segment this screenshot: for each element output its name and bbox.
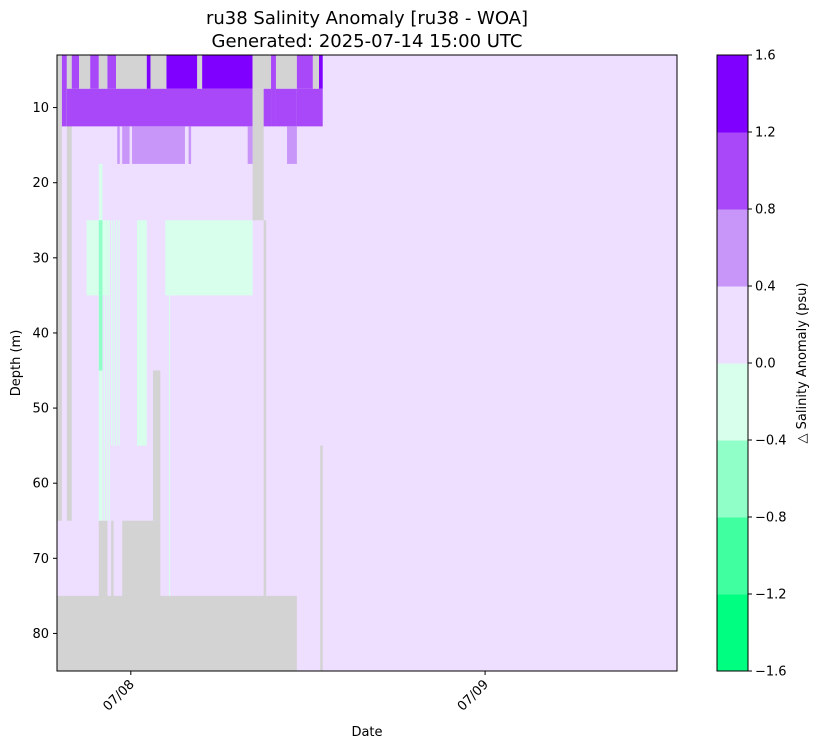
heatmap-cell <box>275 55 297 89</box>
heatmap-cell <box>107 55 117 89</box>
chart-title: ru38 Salinity Anomaly [ru38 - WOA] <box>206 8 528 29</box>
heatmap-cell <box>132 126 185 164</box>
heatmap-cell <box>275 88 297 127</box>
heatmap-cell <box>252 55 272 89</box>
y-tick-label: 30 <box>32 251 49 266</box>
heatmap-cell <box>202 55 253 89</box>
heatmap-cell <box>103 295 105 521</box>
heatmap-cell <box>118 220 120 446</box>
heatmap-cell <box>98 220 103 371</box>
colorbar-tick-label: −1.6 <box>755 665 787 680</box>
heatmap-cell <box>61 55 67 127</box>
x-axis-label: Date <box>351 725 382 740</box>
heatmap-cell <box>79 55 91 89</box>
heatmap-cell <box>66 88 253 127</box>
y-tick-label: 20 <box>32 176 49 191</box>
x-tick-label: 07/08 <box>101 677 138 714</box>
plot-frame <box>56 54 678 672</box>
colorbar-segment <box>717 55 748 133</box>
y-tick-label: 10 <box>32 101 49 116</box>
heatmap-cell <box>296 88 323 127</box>
heatmap-cell <box>312 55 320 89</box>
heatmap-cell <box>98 55 108 89</box>
heatmap-cell <box>152 370 161 521</box>
colorbar-tick-label: 1.6 <box>755 49 776 64</box>
heatmap-cell <box>57 55 62 521</box>
colorbar-tick-label: 1.2 <box>755 126 776 141</box>
heatmap-cell <box>108 220 110 521</box>
y-axis-ticks: 10 20 30 40 50 60 70 80 <box>32 101 57 642</box>
colorbar-segment <box>717 209 748 287</box>
y-tick-label: 60 <box>32 477 49 492</box>
colorbar-tick-label: 0.4 <box>755 280 776 295</box>
heatmap-cell <box>296 55 313 89</box>
colorbar-tick-label: −1.2 <box>755 588 787 603</box>
colorbar-segment <box>717 517 748 595</box>
colorbar-label: △ Salinity Anomaly (psu) <box>795 283 810 444</box>
heatmap-cell <box>188 126 192 164</box>
colorbar-segment <box>717 363 748 441</box>
colorbar-tick-label: −0.4 <box>755 434 787 449</box>
heatmap-cell <box>66 55 72 521</box>
heatmap-cell <box>111 220 113 446</box>
chart-subtitle: Generated: 2025-07-14 15:00 UTC <box>212 31 523 52</box>
colorbar-ticks: 1.6 1.2 0.8 0.4 0.0 −0.4 −0.8 −1.2 −1.6 <box>748 49 787 680</box>
heatmap-cell <box>263 220 267 596</box>
heatmap-cell <box>90 55 99 89</box>
heatmap-cell <box>287 126 297 164</box>
heatmap-cell <box>102 220 109 296</box>
heatmap-cell <box>247 126 253 164</box>
colorbar-tick-label: 0.8 <box>755 203 776 218</box>
heatmap-cell <box>136 220 147 446</box>
heatmap-cell <box>116 55 147 89</box>
heatmap-cell <box>319 55 323 89</box>
heatmap-cell <box>150 55 167 89</box>
colorbar-segment <box>717 594 748 672</box>
heatmap-cell <box>166 55 198 89</box>
heatmap-cell <box>168 295 171 596</box>
y-tick-label: 40 <box>32 326 49 341</box>
heatmap-cell <box>57 595 297 671</box>
heatmap-cell <box>122 126 130 164</box>
x-axis-ticks: 07/08 07/09 <box>101 671 492 714</box>
colorbar-segment <box>717 132 748 210</box>
heatmap-cell <box>86 220 99 296</box>
heatmap-cell <box>106 295 108 521</box>
x-tick-label: 07/09 <box>455 677 492 714</box>
heatmap-cell <box>197 55 203 89</box>
heatmap-cell <box>252 88 264 221</box>
heatmap-cell <box>117 126 120 164</box>
heatmap-cell <box>146 55 151 89</box>
heatmap-cell <box>71 55 80 89</box>
y-axis-label: Depth (m) <box>9 330 24 397</box>
y-tick-label: 70 <box>32 552 49 567</box>
colorbar-tick-label: 0.0 <box>755 357 776 372</box>
heatmap-cell <box>271 55 276 127</box>
heatmap-cell <box>320 445 323 671</box>
heatmap-cell <box>165 220 253 296</box>
colorbar-segment <box>717 286 748 364</box>
heatmap-cell <box>263 88 272 127</box>
y-tick-label: 50 <box>32 402 49 417</box>
heatmap-cells <box>57 55 677 671</box>
heatmap-cell <box>116 220 118 446</box>
heatmap-cell <box>113 220 115 446</box>
y-tick-label: 80 <box>32 627 49 642</box>
colorbar-tick-label: −0.8 <box>755 511 787 526</box>
colorbar-segment <box>717 440 748 518</box>
colorbar <box>717 55 748 672</box>
